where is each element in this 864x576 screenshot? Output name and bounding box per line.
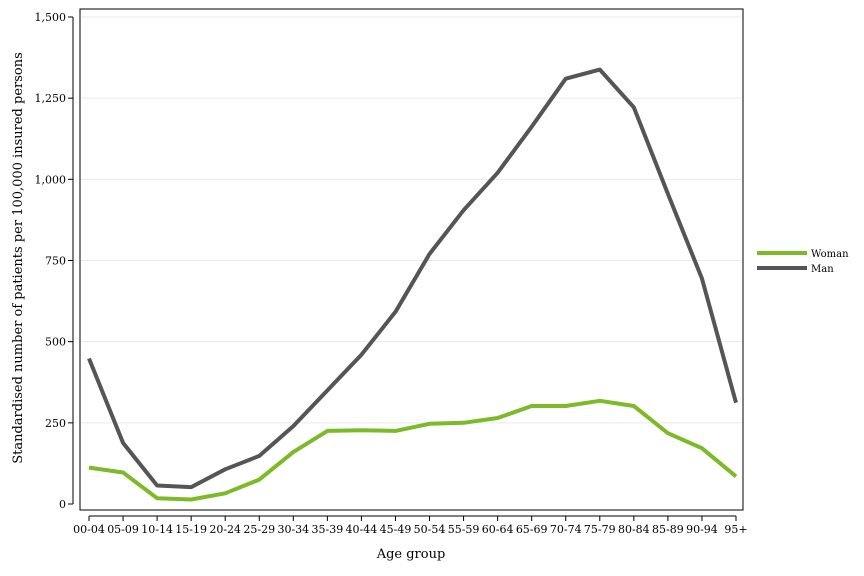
x-tick-label: 35-39 bbox=[312, 523, 344, 536]
x-tick-label: 55-59 bbox=[448, 523, 480, 536]
y-tick-label: 500 bbox=[45, 336, 66, 349]
legend: Woman Man bbox=[757, 249, 849, 275]
x-tick-label: 70-74 bbox=[550, 523, 582, 536]
plot-frame bbox=[79, 8, 744, 511]
x-tick-label: 65-69 bbox=[516, 523, 548, 536]
x-tick-label: 15-19 bbox=[175, 523, 207, 536]
y-tick-label: 750 bbox=[45, 255, 66, 268]
series-layer bbox=[87, 67, 738, 502]
legend-label-man: Man bbox=[811, 264, 834, 275]
x-tick-label: 05-09 bbox=[107, 523, 139, 536]
x-tick-label: 95+ bbox=[724, 523, 747, 536]
x-tick-label: 40-44 bbox=[346, 523, 378, 536]
x-tick-label: 10-14 bbox=[141, 523, 173, 536]
y-tick-label: 1,250 bbox=[35, 92, 67, 105]
y-tick-label: 250 bbox=[45, 417, 66, 430]
x-tick-label: 25-29 bbox=[243, 523, 275, 536]
x-axis: 00-04 05-09 10-14 15-19 20-24 25-29 30-34 35-39… bbox=[73, 515, 748, 536]
y-axis: 0 250 500 750 1,000 1,250 1,500 bbox=[35, 11, 74, 511]
y-tick-label: 1,000 bbox=[35, 173, 67, 186]
x-tick-label: 00-04 bbox=[73, 523, 105, 536]
series-line-man bbox=[87, 67, 738, 490]
x-tick-label: 75-79 bbox=[584, 523, 616, 536]
series-line-woman bbox=[88, 398, 738, 502]
y-tick-label: 1,500 bbox=[35, 11, 67, 24]
x-tick-label: 60-64 bbox=[482, 523, 514, 536]
x-tick-label: 45-49 bbox=[380, 523, 412, 536]
gridlines bbox=[81, 16, 742, 424]
y-axis-title: Standardised number of patients per 100,… bbox=[11, 52, 26, 464]
x-tick-label: 30-34 bbox=[277, 523, 309, 536]
x-tick-label: 80-84 bbox=[618, 523, 650, 536]
y-tick-label: 0 bbox=[59, 498, 66, 511]
x-tick-label: 50-54 bbox=[414, 523, 446, 536]
legend-label-woman: Woman bbox=[811, 249, 849, 260]
x-tick-label: 20-24 bbox=[209, 523, 241, 536]
x-axis-title: Age group bbox=[376, 547, 446, 562]
x-tick-label: 85-89 bbox=[652, 523, 684, 536]
x-tick-label: 90-94 bbox=[686, 523, 718, 536]
